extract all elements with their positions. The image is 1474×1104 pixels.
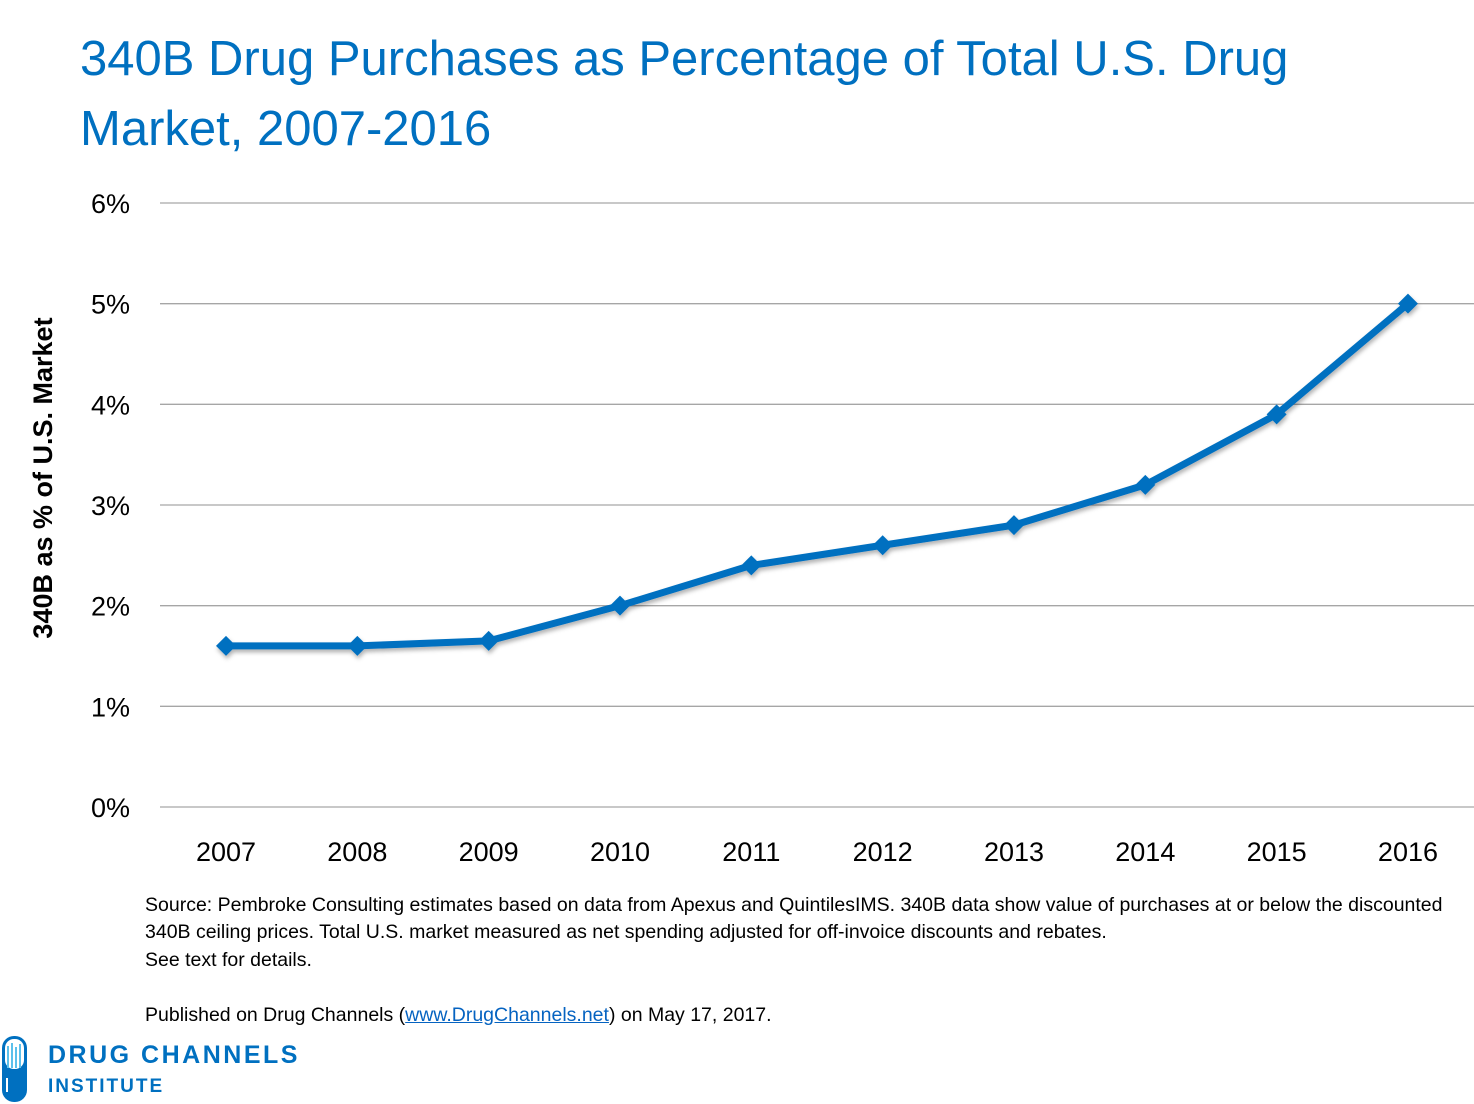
y-tick-label: 5%	[91, 290, 130, 320]
x-tick-label: 2007	[196, 837, 256, 867]
data-point-marker	[216, 635, 236, 656]
y-axis-label: 340B as % of U.S. Market	[28, 317, 58, 638]
x-tick-label: 2016	[1378, 837, 1438, 867]
drugchannels-link[interactable]: www.DrugChannels.net	[405, 1004, 609, 1026]
y-tick-label: 2%	[91, 592, 130, 622]
x-tick-label: 2008	[327, 837, 387, 867]
x-tick-label: 2009	[459, 837, 519, 867]
x-tick-label: 2015	[1247, 837, 1307, 867]
logo-text: DRUG CHANNELS	[48, 1041, 300, 1069]
source-note: Source: Pembroke Consulting estimates ba…	[145, 894, 1443, 943]
published-prefix: Published on Drug Channels (	[145, 1004, 406, 1026]
published-note: Published on Drug Channels (www.DrugChan…	[145, 1002, 772, 1029]
logo-subtext: INSTITUTE	[48, 1076, 165, 1097]
y-tick-label: 0%	[91, 793, 130, 823]
x-tick-label: 2013	[984, 837, 1044, 867]
data-point-marker	[872, 535, 893, 556]
published-suffix: ) on May 17, 2017.	[608, 1004, 772, 1026]
chart-title: 340B Drug Purchases as Percentage of Tot…	[80, 32, 1289, 156]
x-tick-label: 2010	[590, 837, 650, 867]
data-point-marker	[1003, 515, 1024, 536]
data-point-marker	[1135, 474, 1156, 495]
line-chart: 0% 1% 2% 3% 4% 5% 6% 2007 2008 2009 2010 2011 2012 2…	[28, 189, 1474, 867]
y-tick-label: 6%	[91, 189, 130, 219]
x-tick-label: 2012	[853, 837, 913, 867]
data-point-marker	[609, 595, 630, 616]
data-point-marker	[1397, 293, 1418, 314]
x-tick-label: 2014	[1115, 837, 1175, 867]
y-tick-label: 1%	[91, 692, 130, 722]
y-tick-label: 4%	[91, 390, 130, 420]
x-tick-label: 2011	[722, 837, 780, 867]
series-line	[226, 300, 1411, 650]
data-point-marker	[347, 635, 368, 656]
data-point-marker	[741, 555, 762, 576]
data-point-marker	[478, 630, 499, 651]
y-tick-label: 3%	[91, 491, 130, 521]
data-point-marker	[1266, 404, 1287, 425]
drug-channels-capsule-icon	[2, 1036, 27, 1102]
see-text-note: See text for details.	[145, 949, 312, 971]
